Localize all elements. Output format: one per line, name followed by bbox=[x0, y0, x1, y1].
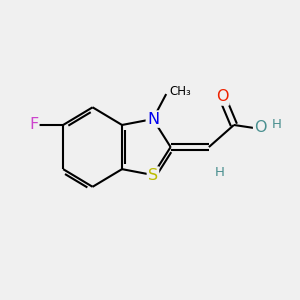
Text: H: H bbox=[272, 118, 281, 131]
Text: F: F bbox=[29, 118, 38, 133]
Text: CH₃: CH₃ bbox=[170, 85, 191, 98]
Text: O: O bbox=[216, 89, 228, 104]
Text: S: S bbox=[148, 167, 158, 182]
Text: H: H bbox=[214, 166, 224, 178]
Text: O: O bbox=[254, 120, 267, 135]
Text: N: N bbox=[147, 112, 159, 127]
